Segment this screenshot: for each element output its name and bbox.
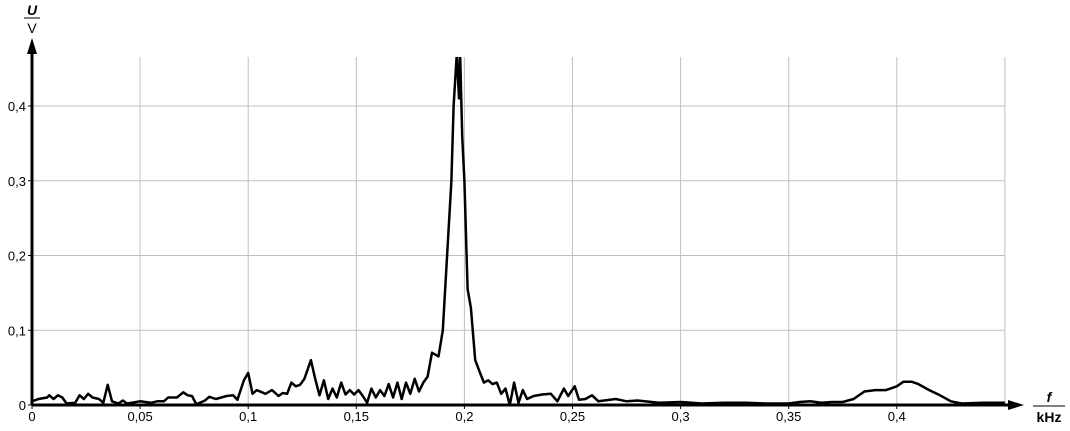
y-tick-label: 0,1 (8, 323, 26, 338)
x-tick-label: 0,1 (239, 409, 257, 424)
series-line (32, 57, 1005, 407)
grid (32, 57, 1006, 405)
x-tick-label: 0,35 (776, 409, 801, 424)
y-tick-label: 0,3 (8, 174, 26, 189)
y-axis-symbol: U (27, 2, 38, 18)
y-axis-unit: V (27, 20, 37, 36)
y-tick-label: 0,4 (8, 99, 26, 114)
y-axis-arrow-icon (27, 38, 37, 54)
x-tick-label: 0,15 (344, 409, 369, 424)
x-tick-label: 0,4 (888, 409, 906, 424)
x-tick-label: 0,2 (455, 409, 473, 424)
x-tick-label: 0,25 (560, 409, 585, 424)
x-tick-label: 0 (28, 409, 35, 424)
x-tick-label: 0,3 (672, 409, 690, 424)
y-tick-label: 0,2 (8, 249, 26, 264)
x-tick-label: 0,05 (127, 409, 152, 424)
y-tick-label: 0 (19, 398, 26, 413)
x-axis-symbol: f (1047, 389, 1053, 405)
x-axis-arrow-icon (1008, 400, 1024, 410)
tick-labels: 0 0,05 0,1 0,15 0,2 0,25 0,3 0,35 0,4 0 0,1 0,2 0,3 0… (8, 99, 906, 424)
x-axis-unit: kHz (1037, 409, 1062, 425)
